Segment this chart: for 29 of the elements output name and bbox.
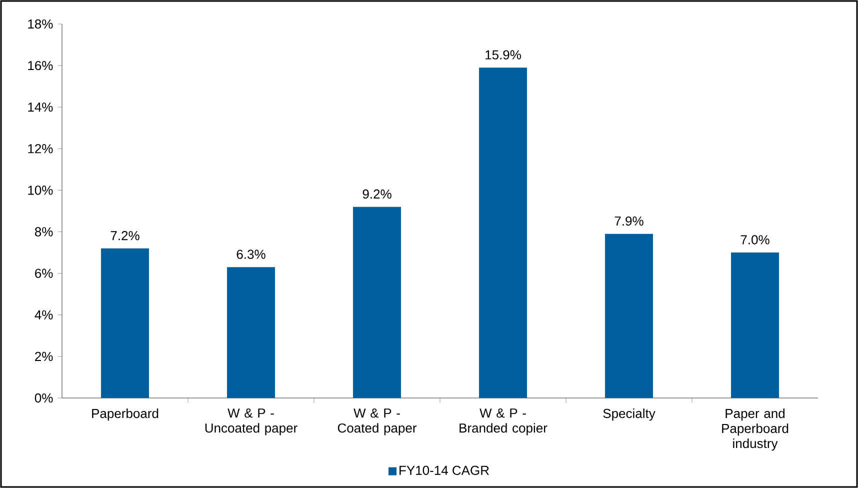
x-tick-label: Specialty [603,408,656,421]
y-tick-label: 0% [34,393,53,403]
y-tick-label: 6% [35,268,53,278]
bar [479,68,528,398]
bar [731,252,780,398]
data-label: 15.9% [486,50,521,60]
bar [353,206,402,398]
y-tick-label: 14% [28,102,53,112]
y-tick-label: 16% [28,60,53,70]
data-label: 7.0% [740,235,770,244]
y-tick-label: 2% [35,352,53,362]
legend-label: FY10-14 CAGR [400,466,489,475]
data-label: 9.2% [362,189,392,199]
data-label: 7.2% [110,231,140,240]
bar [227,267,276,398]
bar [101,248,150,398]
bar [605,234,654,398]
x-tick-label: W & P - Coated paper [338,408,417,436]
y-tick-label: 12% [28,144,53,154]
y-tick-label: 8% [34,227,53,236]
x-tick-label: W & P - Uncoated paper [205,408,298,436]
x-tick-label: W & P - Branded copier [460,408,548,436]
x-tick-label: Paper and Paperboard industry [722,408,788,451]
y-tick-label: 4% [34,310,53,320]
data-label: 6.3% [236,250,266,259]
x-tick-label: Paperboard [92,408,158,421]
y-tick-label: 10% [28,186,53,195]
y-tick-label: 18% [28,19,53,29]
data-label: 7.9% [614,216,644,226]
